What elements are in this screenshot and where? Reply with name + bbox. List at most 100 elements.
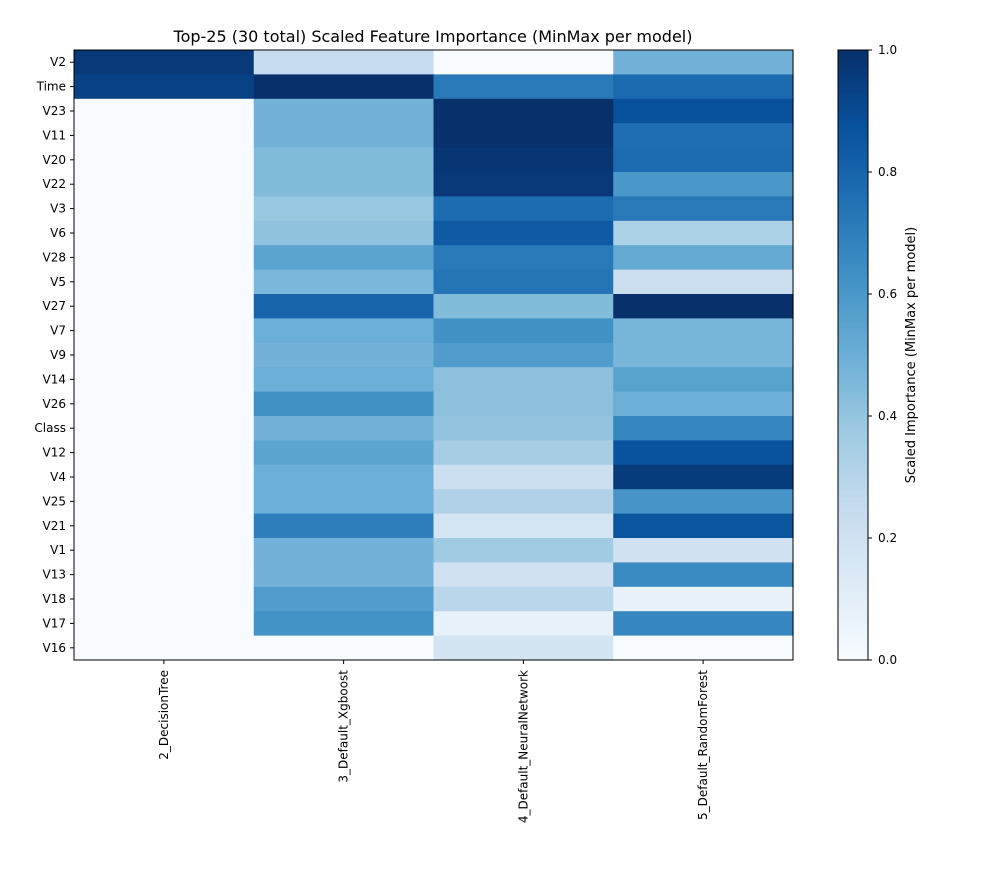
heatmap-cell (613, 562, 794, 588)
chart-title: Top-25 (30 total) Scaled Feature Importa… (173, 27, 693, 46)
y-tick-label: V17 (43, 616, 66, 630)
heatmap-cell (74, 196, 255, 222)
heatmap-cell (253, 318, 435, 344)
heatmap-cell (433, 391, 614, 417)
heatmap-cell (613, 635, 794, 661)
colorbar-tick-label: 1.0 (878, 43, 897, 57)
heatmap-cell (253, 98, 435, 124)
heatmap-cell (433, 416, 614, 441)
heatmap-cell (613, 172, 794, 197)
y-tick-label: V18 (43, 592, 66, 606)
heatmap-cell (74, 123, 255, 149)
heatmap-cell (433, 220, 614, 246)
heatmap-cell (433, 74, 614, 100)
heatmap-cell (74, 440, 255, 466)
y-tick-label: V25 (43, 494, 66, 508)
y-tick-label: V27 (43, 299, 66, 313)
heatmap-cell (433, 513, 614, 539)
y-tick-label: V20 (43, 153, 66, 167)
colorbar: 0.0 0.2 0.4 0.6 0.8 1.0 Scaled Importance (Mi… (837, 43, 919, 667)
x-tick-label: 2_DecisionTree (157, 670, 171, 760)
heatmap-cell (613, 74, 794, 100)
y-tick-label: V23 (43, 104, 66, 118)
heatmap-cell (433, 172, 614, 197)
heatmap-cell (253, 220, 435, 246)
heatmap-cell (253, 342, 435, 368)
heatmap-cell (253, 147, 435, 173)
heatmap-cell (253, 464, 435, 490)
heatmap-cell (74, 245, 255, 271)
heatmap-cell (613, 440, 794, 466)
heatmap-cell (433, 147, 614, 173)
heatmap-cell (613, 416, 794, 441)
y-tick-label: V26 (43, 397, 66, 411)
heatmap-cell (74, 416, 255, 441)
y-tick-label: V7 (50, 324, 66, 338)
heatmap-cell (74, 464, 255, 490)
heatmap-cell (613, 147, 794, 173)
heatmap-cell (74, 538, 255, 563)
colorbar-ticks: 0.0 0.2 0.4 0.6 0.8 1.0 (868, 43, 897, 667)
heatmap-cell (613, 391, 794, 417)
y-tick-label: Time (36, 80, 66, 94)
heatmap-cell (253, 294, 435, 319)
colorbar-tick-label: 0.6 (878, 287, 897, 301)
heatmap-cell (613, 294, 794, 319)
heatmap-cell (433, 440, 614, 466)
y-tick-label: V5 (50, 275, 66, 289)
heatmap-cell (613, 50, 794, 75)
heatmap-cell (613, 538, 794, 563)
y-tick-label: V1 (50, 543, 66, 557)
heatmap-cell (253, 489, 435, 515)
heatmap-cell (253, 74, 435, 100)
heatmap-cell (253, 635, 435, 661)
x-tick-label: 4_Default_NeuralNetwork (516, 670, 530, 823)
heatmap-cell (74, 269, 255, 295)
heatmap-cell (253, 269, 435, 295)
heatmap-cell (74, 367, 255, 393)
heatmap-cell (253, 367, 435, 393)
heatmap-cell (613, 98, 794, 124)
heatmap-cell (253, 123, 435, 149)
heatmap-cell (253, 611, 435, 637)
y-tick-label: V28 (43, 250, 66, 264)
heatmap-cell (253, 196, 435, 222)
heatmap-cell (74, 294, 255, 319)
heatmap-cell (253, 513, 435, 539)
colorbar-tick-label: 0.2 (878, 531, 897, 545)
heatmap-cell (74, 586, 255, 612)
heatmap-cell (613, 123, 794, 149)
y-tick-label: V9 (50, 348, 66, 362)
y-axis: V2 Time V23 V11 V20 V22 V3 V6 V28 V5 V27 V7 V9 V14 V26… (34, 55, 74, 655)
y-tick-label: V16 (43, 641, 66, 655)
heatmap-cell (433, 489, 614, 515)
heatmap-cell (613, 586, 794, 612)
heatmap-cell (253, 586, 435, 612)
y-tick-label: V14 (43, 372, 66, 386)
heatmap-cell (74, 391, 255, 417)
colorbar-gradient (837, 49, 869, 661)
heatmap-cell (433, 98, 614, 124)
heatmap-cell (74, 513, 255, 539)
heatmap-cell (74, 50, 255, 75)
heatmap-cell (74, 562, 255, 588)
heatmap-cell (74, 342, 255, 368)
heatmap-cell (433, 611, 614, 637)
heatmap-cell (74, 611, 255, 637)
heatmap-cell (613, 196, 794, 222)
heatmap-cell (253, 172, 435, 197)
heatmap-cell (613, 342, 794, 368)
colorbar-tick-label: 0.4 (878, 409, 897, 423)
x-tick-label: 3_Default_Xgboost (337, 670, 351, 783)
heatmap-cell (74, 147, 255, 173)
heatmap-cell (74, 98, 255, 124)
heatmap-cell (433, 318, 614, 344)
heatmap-cell (74, 635, 255, 661)
y-tick-label: V6 (50, 226, 66, 240)
colorbar-label: Scaled Importance (MinMax per model) (904, 227, 919, 483)
heatmap-cell (433, 586, 614, 612)
heatmap-cell (613, 513, 794, 539)
x-tick-label: 5_Default_RandomForest (696, 670, 710, 820)
colorbar-tick-label: 0.0 (878, 653, 897, 667)
